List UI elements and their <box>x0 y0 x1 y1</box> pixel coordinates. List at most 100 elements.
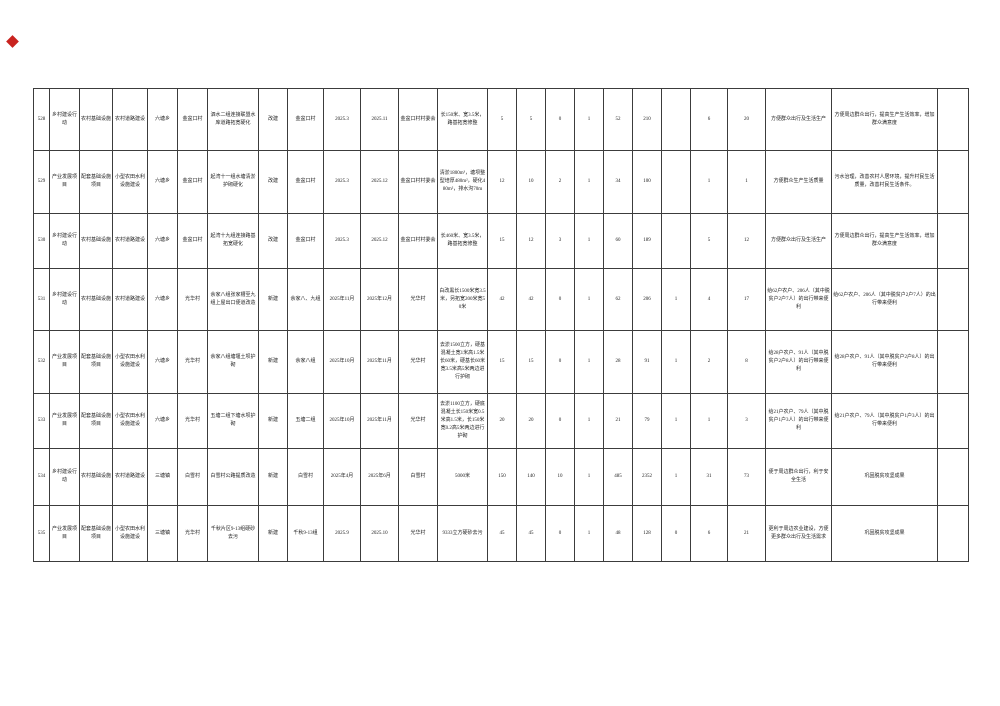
cell: 2025年11月 <box>360 330 399 394</box>
cell: 91 <box>632 330 662 394</box>
cell: 去淤1500立方，硬基混凝土宽1米高1.5米长60米，硬基长60米宽3.5米高5… <box>437 330 488 394</box>
cell: 农村道路建设 <box>112 448 148 506</box>
cell: 方便群众出行及生活生产 <box>765 213 832 269</box>
cell: 小型农田水利设施建设 <box>112 505 148 562</box>
cell: 配套基础设施项目 <box>79 150 113 214</box>
cell: 140 <box>516 448 546 506</box>
cell: 新建 <box>258 393 288 449</box>
cell: 62 <box>603 268 633 331</box>
table-row: 531 乡村建设行动 农村基础设施 农村道路建设 六塘乡 光华村 余家八组张家槽至九组上屋出… <box>33 268 969 331</box>
cell: 10 <box>516 150 546 214</box>
cell: 六塘乡 <box>147 330 178 394</box>
cell: 金盆口村 <box>287 213 324 269</box>
cell: 便于周边群众出行，利于安全生活 <box>765 448 832 506</box>
cell: 五塘二组 <box>287 393 324 449</box>
cell <box>661 88 691 151</box>
cell: 2025.12 <box>360 150 399 214</box>
cell: 2 <box>545 150 575 214</box>
cell: 1 <box>661 448 691 506</box>
cell: 2025年11月 <box>360 393 399 449</box>
cell: 1 <box>574 330 604 394</box>
cell: 农村道路建设 <box>112 213 148 269</box>
cell: 长460米、宽3.5米，路基拓宽修整 <box>437 213 488 269</box>
table-row: 530 乡村建设行动 农村基础设施 农村道路建设 六塘乡 金盆口村 起湾十九组连接路基拓宽硬… <box>33 213 969 269</box>
cell: 73 <box>727 448 766 506</box>
cell: 给21户农户、79人（其中脱贫户1户3人）的出行带来便利 <box>831 393 938 449</box>
cell: 0 <box>545 393 575 449</box>
cell: 1 <box>574 448 604 506</box>
cell: 金盆口村 <box>177 88 208 151</box>
cell: 六塘乡 <box>147 150 178 214</box>
cell: 配套基础设施项目 <box>79 505 113 562</box>
cell: 17 <box>727 268 766 331</box>
cell: 150 <box>487 448 517 506</box>
cell <box>937 505 969 562</box>
cell: 金盆口村 <box>177 213 208 269</box>
cell: 532 <box>33 330 50 394</box>
cell: 新建 <box>258 448 288 506</box>
cell: 乡村建设行动 <box>49 448 80 506</box>
cell: 2025.11 <box>360 88 399 151</box>
cell: 农村基础设施 <box>79 448 113 506</box>
cell: 光华村 <box>177 393 208 449</box>
cell: 485 <box>603 448 633 506</box>
cell: 配套基础设施项目 <box>79 330 113 394</box>
table-row: 534 乡村建设行动 农村基础设施 农村道路建设 三塘镇 白雪村 白雪村公路提质改造 新建 白雪… <box>33 448 969 506</box>
cell: 清淤1800m³，塘坝整型培厚480m²，硬化480m²，排水沟70m <box>437 150 488 214</box>
cell: 2025年10月 <box>323 330 361 394</box>
cell: 长150米、宽3.5米，路基拓宽修整 <box>437 88 488 151</box>
cell: 42 <box>516 268 546 331</box>
cell: 20 <box>727 88 766 151</box>
cell: 2025.3 <box>323 213 361 269</box>
cell: 2025.10 <box>360 505 399 562</box>
cell: 起湾十一组水塘清淤护砌硬化 <box>207 150 259 214</box>
cell: 3 <box>727 393 766 449</box>
cell: 三塘镇 <box>147 505 178 562</box>
cell: 6 <box>690 505 728 562</box>
cell: 79 <box>632 393 662 449</box>
cell: 六塘乡 <box>147 268 178 331</box>
cell: 60 <box>603 213 633 269</box>
cell: 530 <box>33 213 50 269</box>
cell: 光华村 <box>398 330 438 394</box>
cell: 2025.3 <box>323 88 361 151</box>
cell: 产业发展项目 <box>49 393 80 449</box>
cell: 白雪村公路提质改造 <box>207 448 259 506</box>
cell: 210 <box>632 88 662 151</box>
cell: 白改黑长1500米宽3.5米，另拓宽200米宽50米 <box>437 268 488 331</box>
cell: 2025.12 <box>360 213 399 269</box>
cell: 1 <box>574 88 604 151</box>
cell: 0 <box>545 268 575 331</box>
cell: 2025年4月 <box>323 448 361 506</box>
cell: 方便群众出行及生活生产 <box>765 88 832 151</box>
cell: 光华村 <box>177 268 208 331</box>
cell: 小型农田水利设施建设 <box>112 150 148 214</box>
cell: 42 <box>487 268 517 331</box>
cell: 起湾十九组连接路基拓宽硬化 <box>207 213 259 269</box>
cell <box>661 150 691 214</box>
cell: 2025.9 <box>323 505 361 562</box>
cell: 3 <box>545 213 575 269</box>
cell: 白雪村 <box>287 448 324 506</box>
cell: 金盆口村 <box>287 88 324 151</box>
cell: 六塘乡 <box>147 393 178 449</box>
cell: 产业发展项目 <box>49 330 80 394</box>
cell: 去淤1100立方，硬底混凝土长150米宽0.5米高1.5米，长150米宽0.2高… <box>437 393 488 449</box>
cell: 48 <box>603 505 633 562</box>
cell: 2352 <box>632 448 662 506</box>
cell: 巩固脱贫攻坚成果 <box>831 448 938 506</box>
cell: 189 <box>632 213 662 269</box>
cell: 2025.3 <box>323 150 361 214</box>
cell: 光华村 <box>177 330 208 394</box>
cell: 光华村 <box>398 393 438 449</box>
cell: 5 <box>487 88 517 151</box>
cell: 5 <box>690 213 728 269</box>
cell: 新建 <box>258 268 288 331</box>
cell: 给28户农户、91人（其中脱贫户2户8人）的出行带来便利 <box>831 330 938 394</box>
cell: 21 <box>603 393 633 449</box>
cell: 100 <box>632 150 662 214</box>
cell: 1 <box>661 268 691 331</box>
cell: 1 <box>574 150 604 214</box>
cell: 6 <box>690 88 728 151</box>
cell: 白雪村 <box>177 448 208 506</box>
